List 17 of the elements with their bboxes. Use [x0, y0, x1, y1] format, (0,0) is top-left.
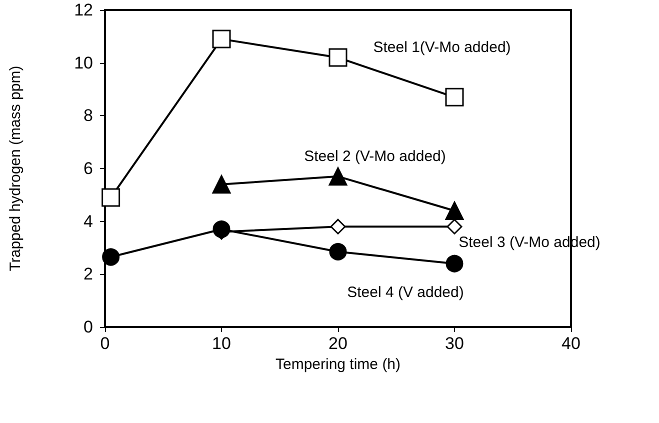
y-tick-label: 12 — [74, 0, 93, 20]
y-tick-label: 8 — [84, 106, 93, 126]
x-tick-label: 30 — [445, 334, 464, 353]
x-tick-label: 40 — [562, 334, 580, 353]
y-tick-label: 6 — [84, 159, 93, 178]
y-tick-label: 0 — [84, 318, 93, 336]
series-label: Steel 4 (V added) — [347, 284, 464, 302]
x-tick-label: 20 — [328, 334, 348, 353]
series-label: Steel 1(V-Mo added) — [373, 39, 511, 56]
x-axis-title: Tempering time (h) — [275, 356, 401, 373]
y-tick-label: 4 — [84, 212, 93, 231]
x-tick-label: 0 — [100, 334, 110, 353]
y-axis-title: Trapped hydrogen (mass ppm) — [7, 66, 24, 272]
series-label: Steel 2 (V-Mo added) — [304, 148, 446, 165]
y-tick-label: 2 — [84, 264, 93, 284]
x-tick-label: 10 — [212, 334, 231, 353]
y-tick-label: 10 — [74, 53, 93, 72]
